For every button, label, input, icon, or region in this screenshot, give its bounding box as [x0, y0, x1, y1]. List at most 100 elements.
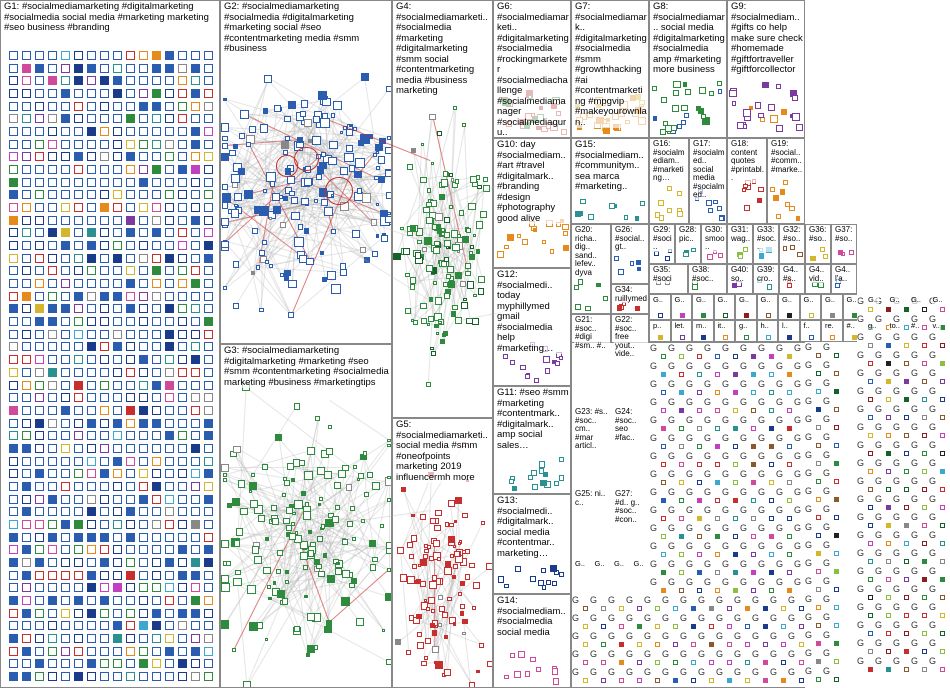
network-node	[35, 659, 44, 668]
network-node	[61, 342, 70, 351]
panel-title: G..	[846, 296, 858, 304]
network-node	[420, 559, 428, 567]
network-node	[126, 228, 135, 237]
network-node	[35, 241, 44, 250]
network-node	[100, 254, 109, 263]
network-node	[254, 556, 262, 564]
network-node	[679, 534, 684, 539]
network-node	[126, 342, 135, 351]
group-g-cell: G	[686, 361, 704, 379]
network-node	[152, 634, 161, 643]
group-panel-tiny: G..	[649, 294, 671, 320]
network-node	[697, 462, 702, 467]
network-node	[533, 228, 538, 233]
network-node	[743, 184, 748, 189]
group-g-cell: G	[805, 414, 823, 432]
group-panel: G4: #socialmediamarketi.. #socialmedia #…	[392, 0, 493, 418]
network-node	[152, 64, 161, 73]
network-node	[751, 408, 756, 413]
network-node	[48, 596, 57, 605]
network-node	[319, 162, 327, 170]
network-node	[787, 588, 792, 593]
network-node	[555, 361, 560, 366]
network-node	[385, 170, 392, 178]
network-node	[528, 475, 533, 480]
network-node	[380, 524, 384, 528]
network-node	[673, 624, 678, 629]
group-g-cell: G	[626, 631, 644, 649]
network-node	[22, 102, 31, 111]
network-node	[35, 457, 44, 466]
network-node	[426, 217, 433, 224]
network-node	[504, 584, 509, 589]
network-node	[286, 525, 292, 531]
group-g-cell: G	[911, 602, 929, 620]
network-node	[35, 444, 44, 453]
network-node	[35, 672, 44, 681]
network-node	[679, 588, 684, 593]
network-node	[792, 95, 798, 101]
group-g-cell: G	[929, 620, 947, 638]
network-node	[697, 498, 702, 503]
network-node	[178, 545, 187, 554]
network-node	[868, 649, 873, 654]
group-g-cell: G	[911, 620, 929, 638]
network-node	[922, 505, 927, 510]
network-node	[191, 51, 200, 60]
group-g-cell: G	[644, 667, 662, 685]
network-node	[437, 230, 441, 234]
network-node	[165, 545, 174, 554]
network-node	[191, 596, 200, 605]
network-node	[87, 495, 96, 504]
network-node	[540, 480, 547, 487]
network-node	[87, 178, 96, 187]
network-node	[100, 520, 109, 529]
network-node	[113, 178, 122, 187]
network-node	[868, 541, 873, 546]
network-node	[432, 575, 438, 581]
network-node	[152, 279, 161, 288]
network-node	[438, 321, 442, 325]
network-node	[113, 342, 122, 351]
panel-title: G..	[652, 296, 664, 304]
network-node	[100, 292, 109, 301]
network-node	[22, 317, 31, 326]
network-node	[100, 431, 109, 440]
group-g-cell: G	[740, 343, 758, 361]
network-node	[467, 281, 475, 289]
network-node	[439, 606, 445, 612]
network-node	[87, 330, 96, 339]
network-node	[139, 76, 148, 85]
network-node	[191, 368, 200, 377]
network-node	[204, 266, 213, 275]
network-node	[852, 335, 857, 340]
network-node	[100, 596, 109, 605]
network-node	[87, 64, 96, 73]
network-node	[816, 389, 821, 394]
network-node	[22, 647, 31, 656]
network-node	[342, 539, 348, 545]
network-node	[886, 541, 891, 546]
network-node	[940, 667, 945, 672]
network-node	[697, 534, 702, 539]
network-node	[9, 76, 18, 85]
network-node	[204, 672, 213, 681]
network-node	[421, 143, 424, 146]
network-node	[294, 626, 300, 632]
network-node	[313, 116, 321, 124]
network-node	[904, 451, 909, 456]
network-node	[152, 609, 161, 618]
network-node	[152, 330, 161, 339]
network-node	[126, 330, 135, 339]
network-node	[658, 313, 663, 318]
network-node	[100, 507, 109, 516]
network-node	[498, 576, 505, 583]
network-node	[178, 647, 187, 656]
network-node	[178, 406, 187, 415]
group-g-cell: G	[758, 523, 776, 541]
network-node	[429, 581, 437, 589]
network-node	[673, 606, 678, 611]
network-node	[443, 331, 448, 336]
network-node	[393, 253, 400, 260]
network-node	[165, 482, 174, 491]
